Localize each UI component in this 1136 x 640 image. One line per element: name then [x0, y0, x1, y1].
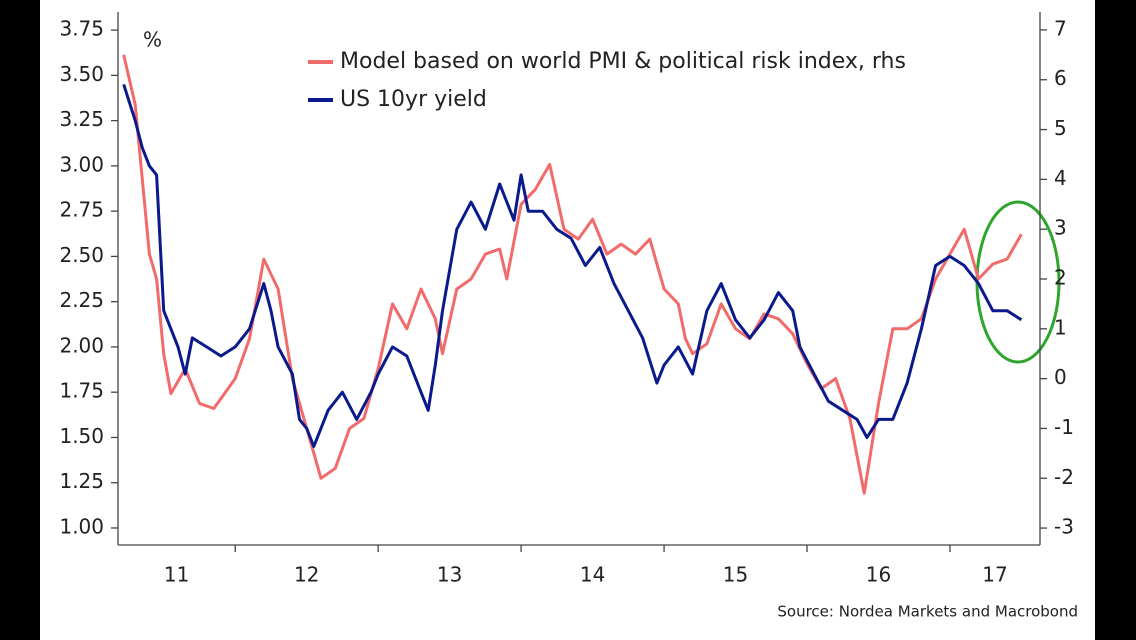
y2-tick-label: -3: [1054, 515, 1074, 539]
y2-tick-label: 3: [1054, 216, 1067, 240]
y-tick-label: 3.50: [59, 62, 104, 86]
x-tick-label: 15: [723, 563, 748, 587]
y2-tick-label: 2: [1054, 265, 1067, 289]
y-tick-label: 2.25: [59, 288, 104, 312]
legend-label: Model based on world PMI & political ris…: [340, 49, 906, 74]
x-tick-label: 17: [982, 563, 1007, 587]
y2-tick-label: 7: [1054, 16, 1067, 40]
x-tick-label: 16: [866, 563, 891, 587]
y-tick-label: 1.00: [59, 514, 104, 538]
x-tick-label: 11: [164, 563, 189, 587]
y2-tick-label: -1: [1054, 415, 1074, 439]
y-tick-label: 2.50: [59, 243, 104, 267]
y2-tick-label: 0: [1054, 365, 1067, 389]
y2-tick-label: 4: [1054, 166, 1067, 190]
y-tick-label: 1.25: [59, 469, 104, 493]
series-line: [122, 83, 1023, 448]
y-tick-label: 3.25: [59, 107, 104, 131]
y-tick-label: 1.50: [59, 424, 104, 448]
legend-label: US 10yr yield: [340, 87, 487, 112]
x-tick-label: 14: [580, 563, 605, 587]
y2-tick-label: -2: [1054, 465, 1074, 489]
y2-tick-label: 6: [1054, 66, 1067, 90]
y-axis-unit: %: [143, 28, 162, 52]
y-tick-label: 2.75: [59, 198, 104, 222]
y-tick-label: 3.75: [59, 17, 104, 41]
y-tick-label: 1.75: [59, 379, 104, 403]
y2-tick-label: 1: [1054, 315, 1067, 339]
y-tick-label: 2.00: [59, 333, 104, 357]
x-tick-label: 12: [294, 563, 319, 587]
y2-tick-label: 5: [1054, 116, 1067, 140]
y-tick-label: 3.00: [59, 152, 104, 176]
chart-background: [40, 0, 1095, 640]
source-note: Source: Nordea Markets and Macrobond: [777, 603, 1078, 621]
x-tick-label: 13: [437, 563, 462, 587]
